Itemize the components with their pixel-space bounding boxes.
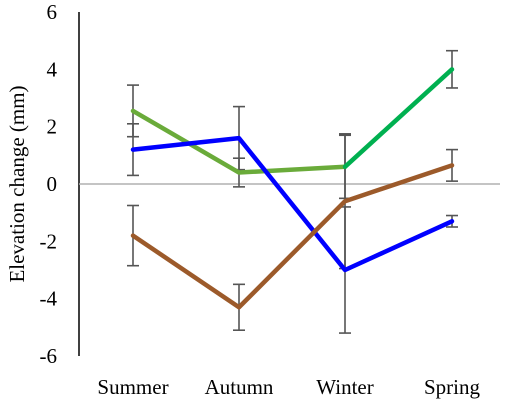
x-axis-category-labels: Summer Autumn Winter Spring — [97, 375, 480, 399]
series-line — [130, 163, 455, 310]
series-line — [130, 135, 455, 273]
y-tick-label: 6 — [47, 0, 58, 24]
series-lines — [130, 67, 455, 310]
series-line — [130, 108, 348, 175]
y-tick-label: -2 — [40, 229, 58, 253]
y-axis-ticks: -6 -4 -2 0 2 4 6 — [40, 0, 58, 368]
x-category-label: Autumn — [205, 375, 274, 399]
y-tick-label: 2 — [47, 115, 58, 139]
y-tick-label: -6 — [40, 344, 58, 368]
y-axis-title: Elevation change (mm) — [5, 85, 29, 282]
x-category-label: Spring — [424, 375, 481, 399]
x-category-label: Summer — [97, 375, 168, 399]
y-tick-label: 4 — [47, 57, 58, 81]
series-line — [342, 67, 455, 170]
y-tick-label: 0 — [47, 172, 58, 196]
y-tick-label: -4 — [40, 287, 58, 311]
x-category-label: Winter — [316, 375, 373, 399]
error-bars — [127, 49, 458, 334]
